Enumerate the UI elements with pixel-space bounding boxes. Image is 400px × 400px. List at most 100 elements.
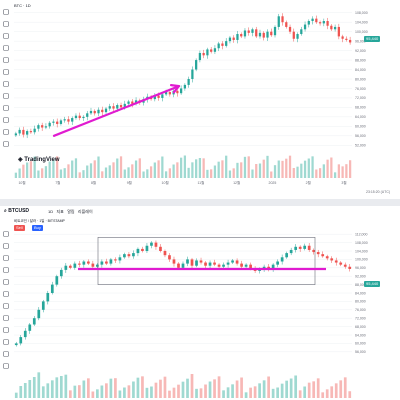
sell-button[interactable]: Sell [14,225,25,231]
text-icon[interactable] [3,57,9,63]
magnet-icon[interactable] [3,327,9,333]
candle-body [273,26,277,36]
zoom-icon[interactable] [3,93,9,99]
volume-bar [50,380,54,398]
tradingview-logo: ◈ TradingView [18,156,60,163]
volume-bar [138,158,141,178]
zoom-icon[interactable] [3,315,9,321]
x-tick-label: 2025 [269,181,277,185]
candle-body [311,18,314,22]
candle-body [294,246,298,250]
candle-body [288,26,292,32]
candle-body [315,18,318,23]
volume-bar [266,155,269,178]
candle-body [208,262,212,266]
volume-bar [316,378,320,398]
volume-bar [236,162,239,178]
y-tick-label: 64,000 [355,115,366,119]
trend-line-icon[interactable] [3,243,9,249]
lock-icon[interactable] [3,117,9,123]
volume-bar [262,380,266,398]
top-symbol: BTC [14,3,22,8]
volume-bar [159,379,162,398]
candle-body [93,110,96,114]
candle-body [222,264,225,267]
volume-bar [168,390,171,398]
volume-bar [281,160,284,178]
candle-body [228,37,232,42]
candle-body [71,118,74,122]
volume-bar [270,171,273,178]
candle-body [226,262,230,265]
candle-body [247,30,250,33]
volume-bar [22,164,25,178]
eye-icon[interactable] [3,129,9,135]
volume-bar [131,164,134,178]
interval-button[interactable]: 1D [48,209,54,214]
volume-bar [199,388,203,398]
top-chart-svg[interactable]: 108,000 104,000 100,000 96,000 92,000 88,000 8… [0,0,400,199]
volume-bar [298,390,302,398]
bottom-chart-svg[interactable]: 112,000 108,000 104,000 100,000 96,000 92,000… [0,206,400,400]
candle-body [243,30,247,37]
volume-bar [247,156,250,178]
volume-bar [318,168,322,178]
brush-icon[interactable] [3,267,9,273]
candle-body [326,21,329,26]
bottom-symbol-button[interactable]: ⌕ BTCUSD [4,208,29,214]
measure-icon[interactable] [3,303,9,309]
measure-icon[interactable] [3,81,9,87]
volume-bar [91,391,95,398]
volume-bar [341,166,344,178]
candle-body [18,129,21,134]
volume-bar [132,381,135,398]
fib-icon[interactable] [3,33,9,39]
candle-body [345,38,348,40]
fib-icon[interactable] [3,255,9,261]
volume-bar [258,383,261,398]
trash-icon[interactable] [3,141,9,147]
candle-body [341,36,344,39]
volume-bar [176,162,179,178]
volume-bar [93,160,96,178]
volume-bar [244,392,248,398]
trash-icon[interactable] [3,363,9,369]
candle-body [298,246,302,249]
volume-bar [28,380,32,398]
volume-bar [154,382,158,398]
volume-bar [326,159,329,178]
volume-bar [123,387,126,398]
candle-body [285,22,288,27]
lock-icon[interactable] [3,339,9,345]
replay-button[interactable]: 리플레이 [77,209,93,214]
brush-icon[interactable] [3,45,9,51]
candle-body [33,128,36,133]
candle-body [59,120,63,124]
trend-arrow-line [52,84,181,137]
y-tick-label: 76,000 [355,87,366,91]
y-tick-label: 96,000 [355,39,366,43]
trend-arrow-head [169,84,181,94]
pattern-icon[interactable] [3,291,9,297]
candle-body [64,265,68,270]
candle-body [337,26,340,37]
candle-body [181,263,185,268]
magnet-icon[interactable] [3,105,9,111]
pattern-icon[interactable] [3,69,9,75]
buy-button[interactable]: Buy [32,225,43,231]
candle-body [77,263,81,265]
candle-body [32,318,36,325]
candle-body [225,41,228,46]
crosshair-icon[interactable] [3,9,9,15]
alerts-button[interactable]: 알림 [67,209,75,214]
trend-line-icon[interactable] [3,21,9,27]
volume-bar [33,156,36,178]
candle-body [312,249,316,253]
eye-icon[interactable] [3,351,9,357]
candle-body [303,24,307,30]
crosshair-icon[interactable] [3,231,9,237]
volume-bar [217,376,221,398]
volume-bar [267,376,270,398]
text-icon[interactable] [3,279,9,285]
indicators-button[interactable]: 지표 [56,209,64,214]
